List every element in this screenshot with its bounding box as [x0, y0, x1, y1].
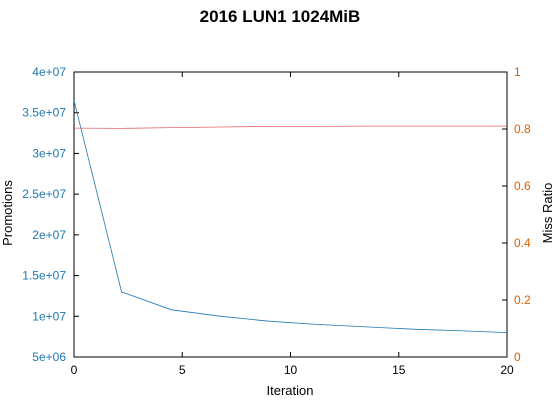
x-tick-label: 20 [500, 363, 514, 377]
y-right-tick-label: 0 [514, 350, 521, 364]
y-left-axis-label: Promotions [0, 180, 15, 246]
y-left-tick-label: 1e+07 [32, 309, 66, 323]
y-left-tick-label: 2.5e+07 [22, 187, 66, 201]
plot-frame [73, 71, 508, 358]
y-right-tick-label: 0.6 [514, 179, 531, 193]
promotions-series-line [73, 100, 508, 333]
x-tick-label: 5 [179, 363, 186, 377]
y-left-tick-label: 3e+07 [32, 146, 66, 160]
y-right-axis-label: Miss Ratio [540, 183, 555, 244]
y-right-tick-label: 0.4 [514, 236, 531, 250]
chart-title: 2016 LUN1 1024MiB [200, 7, 361, 26]
miss-ratio-series-line [73, 125, 507, 129]
y-right-tick-label: 1 [514, 65, 521, 79]
y-left-tick-label: 5e+06 [32, 350, 66, 364]
x-axis-label: Iteration [267, 383, 314, 398]
y-left-tick-label: 4e+07 [32, 65, 66, 79]
y-right-tick-label: 0.2 [514, 293, 531, 307]
y-left-tick-label: 2e+07 [32, 228, 66, 242]
y-left-tick-label: 3.5e+07 [22, 106, 66, 120]
x-tick-label: 0 [71, 363, 78, 377]
y-right-tick-label: 0.8 [514, 122, 531, 136]
x-tick-label: 15 [392, 363, 406, 377]
y-left-tick-label: 1.5e+07 [22, 269, 66, 283]
x-tick-label: 10 [284, 363, 298, 377]
